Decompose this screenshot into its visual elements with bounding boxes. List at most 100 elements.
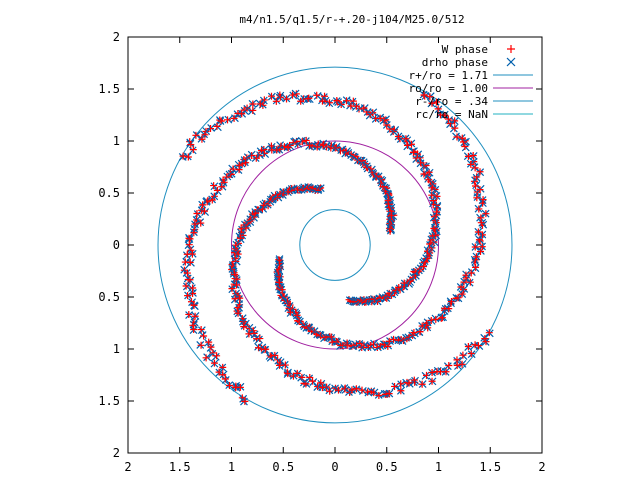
reference-circle [231,140,439,350]
w-point [192,131,200,139]
legend-label: r+/ro = 1.71 [409,69,488,82]
w-point [230,249,238,257]
y-tick-label: 1 [113,134,120,148]
w-point [454,294,462,302]
w-point [249,106,257,114]
w-point [179,152,187,160]
w-point [385,337,393,345]
w-point [428,377,436,385]
w-point [481,335,489,343]
w-point [391,382,399,390]
y-tick-label: 1.5 [98,82,120,96]
drho-point [358,387,367,395]
x-tick-label: 0.5 [376,460,398,474]
w-point [190,301,198,309]
w-point [434,105,442,113]
y-tick-label: 2 [113,446,120,460]
w-point [303,185,311,193]
w-point [453,356,461,364]
drho-point [292,309,301,318]
w-point [458,134,466,142]
reference-circle [299,209,371,281]
w-point [198,135,206,143]
w-point [231,254,239,262]
drho-point [309,378,318,387]
reference-circle [157,66,513,424]
drho-point [282,296,291,305]
w-point [478,231,486,239]
w-point [309,377,317,385]
w-point [189,146,197,154]
data-points [178,89,494,406]
w-point [268,146,276,154]
w-point [444,115,452,123]
w-point [230,114,238,122]
w-point [472,263,480,271]
legend-marker-cross [506,57,516,67]
w-point [431,185,439,193]
w-point [464,152,472,160]
w-point [228,285,236,293]
w-point [395,283,403,291]
reference-circles [157,66,513,424]
w-point [438,314,446,322]
w-point [217,117,225,125]
w-point [297,97,305,105]
drho-point [247,107,256,116]
w-point [464,342,472,350]
w-point [256,335,264,343]
w-point [410,376,418,384]
w-point [317,332,325,340]
w-point [385,390,393,398]
w-point [225,381,233,389]
w-point [397,380,405,388]
drho-point [211,352,220,361]
w-point [467,269,475,277]
w-point [420,170,428,178]
w-point [383,121,391,129]
w-point [184,153,192,161]
w-point [236,294,244,302]
w-point [284,370,292,378]
w-point [293,369,301,377]
w-point [472,182,480,190]
w-point [283,95,291,103]
chart-title: m4/n1.5/q1.5/r-+.20-j104/M25.0/512 [239,13,464,26]
w-point [262,345,270,353]
drho-point [188,146,197,155]
w-point [184,292,192,300]
w-point [183,269,191,277]
drho-point [443,362,452,371]
w-point [231,295,239,303]
w-point [224,116,232,124]
w-point [185,241,193,249]
drho-point [213,123,222,132]
w-point [428,99,436,107]
w-point [314,140,322,148]
w-point [281,361,289,369]
w-point [403,141,411,149]
w-point [236,383,244,391]
w-point [197,326,205,334]
x-tick-label: 1.5 [169,460,191,474]
w-point [478,243,486,251]
w-point [197,341,205,349]
w-point [405,333,413,341]
w-point [348,386,356,394]
w-point [191,312,199,320]
w-point [209,349,217,357]
w-point [200,207,208,215]
x-tick-label: 1 [435,460,442,474]
axis-ticks: 2 1.5 1 0.5 0 0.5 1 1.5 221.510.500.511.52 [98,30,545,474]
w-point [472,253,480,261]
w-point [334,386,342,394]
w-point [327,333,335,341]
w-point [477,248,485,256]
w-point [397,387,405,395]
x-tick-label: 2 [124,460,131,474]
w-point [213,122,221,130]
w-point [202,354,210,362]
w-point [466,278,474,286]
w-point [482,210,490,218]
